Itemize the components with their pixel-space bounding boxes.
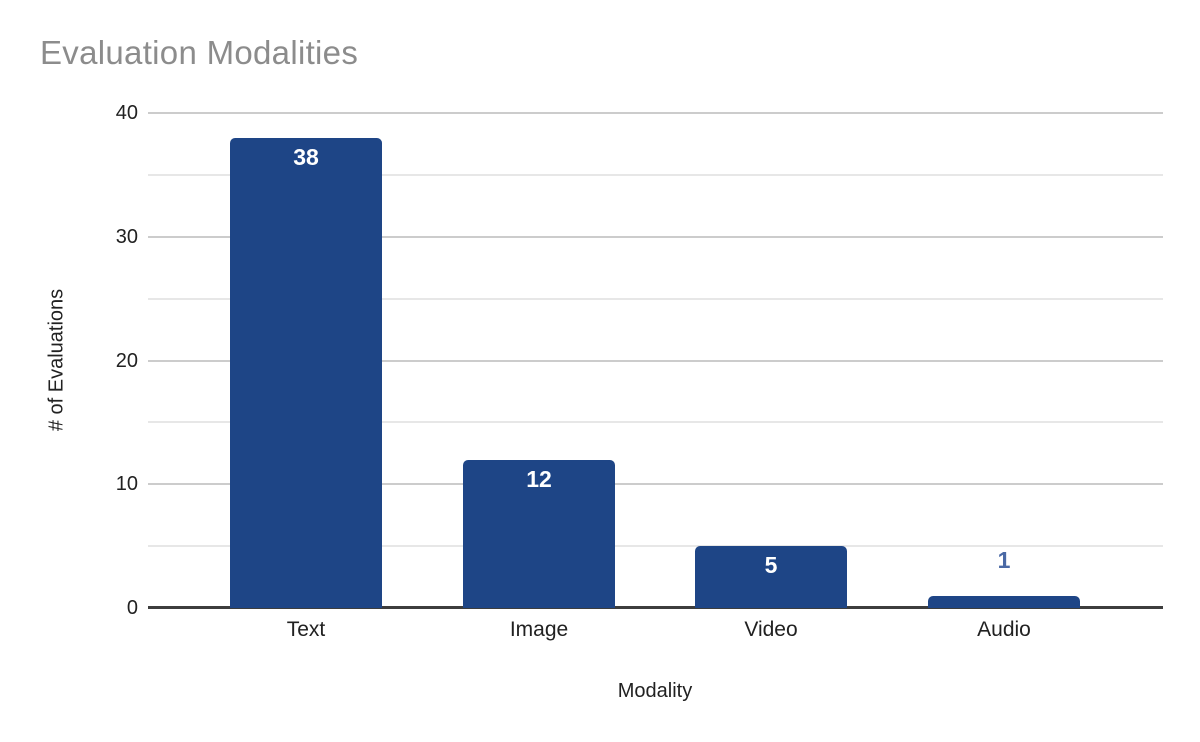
bar-image <box>463 459 615 608</box>
minor-gridline <box>148 173 1163 176</box>
minor-gridline <box>148 421 1163 424</box>
x-axis-baseline <box>148 606 1163 609</box>
minor-gridline <box>148 545 1163 548</box>
x-tick-label: Audio <box>977 618 1031 641</box>
bar-value-label: 1 <box>997 546 1011 573</box>
x-axis-title: Modality <box>617 680 693 702</box>
major-gridline <box>148 112 1163 114</box>
y-tick-label: 30 <box>115 225 138 248</box>
bar-value-label: 38 <box>293 143 319 170</box>
minor-gridline <box>148 297 1163 300</box>
y-tick-label: 20 <box>115 349 138 372</box>
major-gridline <box>148 235 1163 238</box>
major-gridline <box>148 483 1163 486</box>
y-tick-label: 40 <box>115 102 138 124</box>
x-tick-label: Video <box>744 618 798 641</box>
bar-audio <box>928 595 1080 608</box>
major-gridline <box>148 359 1163 362</box>
chart-title: Evaluation Modalities <box>40 34 359 71</box>
bar-value-label: 12 <box>526 465 552 492</box>
bar-video <box>695 546 847 608</box>
x-tick-label: Image <box>509 618 569 641</box>
x-tick-label: Text <box>286 618 326 641</box>
y-tick-label: 10 <box>115 473 138 496</box>
y-tick-label: 0 <box>126 597 138 619</box>
bar-text <box>230 137 382 608</box>
bar-value-label: 5 <box>764 552 778 579</box>
